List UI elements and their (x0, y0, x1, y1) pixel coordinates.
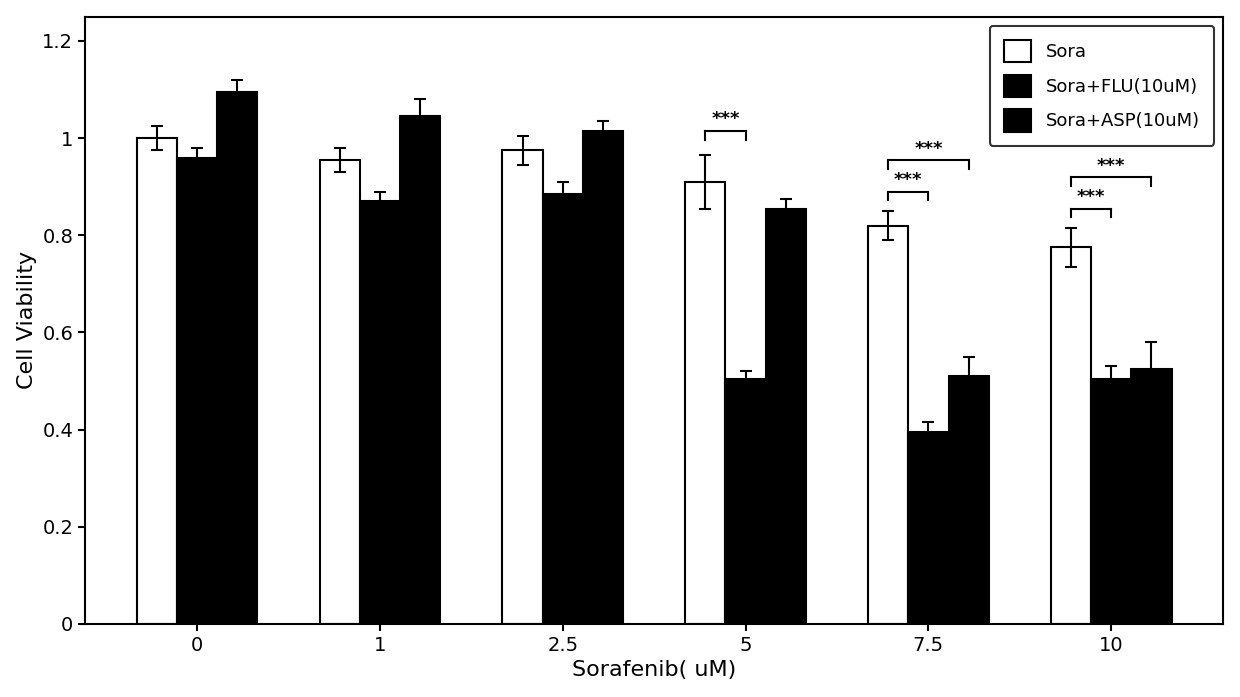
Bar (868, 226, 909, 624)
Text: ***: *** (914, 139, 942, 158)
Bar (502, 151, 543, 624)
Bar (136, 138, 177, 624)
Bar (177, 158, 217, 624)
Bar (725, 378, 766, 624)
Bar (543, 194, 583, 624)
Bar (401, 116, 440, 624)
Text: ***: *** (1076, 188, 1105, 206)
Bar (583, 131, 622, 624)
Y-axis label: Cell Viability: Cell Viability (16, 251, 37, 390)
Bar (217, 92, 258, 624)
Bar (909, 432, 949, 624)
Bar (1091, 378, 1131, 624)
Bar (1052, 247, 1091, 624)
Bar (949, 376, 988, 624)
Legend: Sora, Sora+FLU(10uM), Sora+ASP(10uM): Sora, Sora+FLU(10uM), Sora+ASP(10uM) (990, 26, 1214, 146)
Bar (1131, 369, 1172, 624)
Text: ***: *** (1097, 157, 1126, 174)
Bar (766, 208, 806, 624)
Text: ***: *** (712, 110, 740, 128)
Text: ***: *** (894, 171, 923, 189)
Bar (360, 201, 401, 624)
Bar (320, 160, 360, 624)
Bar (686, 182, 725, 624)
X-axis label: Sorafenib( uM): Sorafenib( uM) (572, 660, 737, 680)
